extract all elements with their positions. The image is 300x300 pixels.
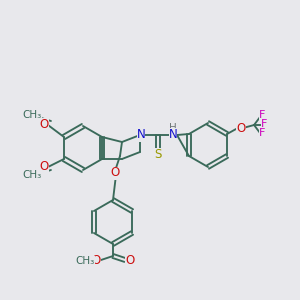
Text: O: O bbox=[236, 122, 246, 134]
Text: O: O bbox=[39, 118, 49, 130]
Text: CH₃: CH₃ bbox=[22, 170, 42, 180]
Text: N: N bbox=[136, 128, 146, 142]
Text: O: O bbox=[125, 254, 135, 266]
Text: CH₃: CH₃ bbox=[75, 256, 94, 266]
Text: F: F bbox=[259, 128, 265, 138]
Text: O: O bbox=[110, 167, 120, 179]
Text: N: N bbox=[169, 128, 177, 140]
Text: O: O bbox=[92, 254, 100, 266]
Text: CH₃: CH₃ bbox=[22, 110, 42, 120]
Text: O: O bbox=[39, 160, 49, 173]
Text: F: F bbox=[259, 110, 265, 120]
Text: S: S bbox=[154, 148, 162, 160]
Text: H: H bbox=[169, 123, 177, 133]
Text: F: F bbox=[261, 119, 267, 129]
